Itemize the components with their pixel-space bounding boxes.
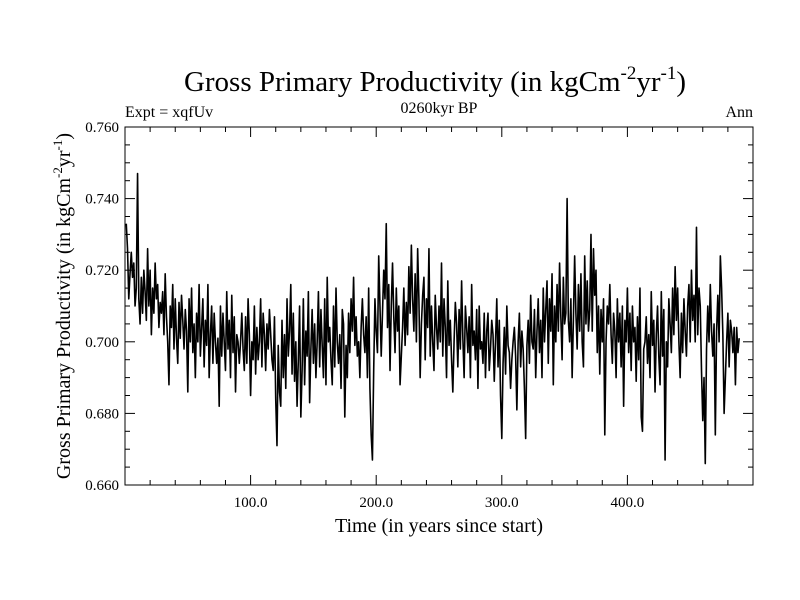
period-label: 0260kyr BP	[401, 100, 478, 117]
season-label: Ann	[725, 104, 753, 121]
x-tick-label: 200.0	[359, 495, 393, 511]
chart-title: Gross Primary Productivity (in kgCm-2yr-…	[184, 63, 686, 98]
x-axis: 100.0 200.0 300.0 400.0	[149, 127, 729, 511]
series-line	[125, 172, 740, 465]
y-tick-label: 0.700	[85, 335, 119, 351]
y-tick-label: 0.740	[85, 192, 119, 208]
x-axis-label: Time (in years since start)	[335, 515, 543, 537]
x-tick-label: 400.0	[611, 495, 645, 511]
x-tick-label: 100.0	[234, 495, 268, 511]
y-tick-label: 0.720	[85, 263, 119, 279]
x-tick-label: 300.0	[485, 495, 519, 511]
experiment-label: Expt = xqfUv	[125, 104, 213, 121]
y-tick-label: 0.660	[85, 478, 119, 494]
y-tick-label: 0.760	[85, 120, 119, 136]
y-tick-label: 0.680	[85, 406, 119, 422]
y-axis-label: Gross Primary Productivity (in kgCm-2yr-…	[50, 133, 75, 479]
y-axis: 0.660 0.680 0.700 0.720 0.740 0.760	[85, 120, 753, 494]
